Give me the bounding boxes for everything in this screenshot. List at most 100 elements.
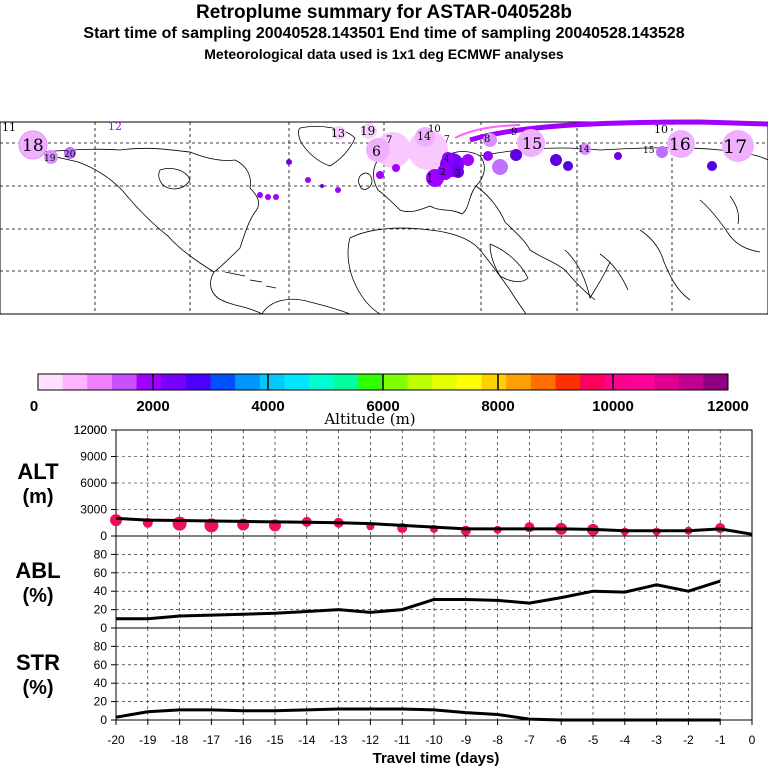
meteorological-data-line: Meteorological data used is 1x1 deg ECMW… bbox=[204, 46, 564, 62]
x-tick-label: 0 bbox=[749, 733, 756, 747]
plume-cluster-18 bbox=[18, 130, 48, 160]
colorbar-swatch bbox=[333, 374, 359, 390]
y-axis-label: STR bbox=[16, 650, 60, 675]
plume-cluster-10f bbox=[265, 194, 271, 200]
x-tick-label: -4 bbox=[619, 733, 630, 747]
colorbar-tick-label: 6000 bbox=[366, 398, 399, 415]
british-isles bbox=[358, 172, 373, 190]
time-series-panels: 03000600090001200012000ALT(m)020406080AB… bbox=[15, 423, 755, 767]
plume-cluster-7c bbox=[392, 164, 400, 172]
x-tick-label: -15 bbox=[266, 733, 284, 747]
y-axis-unit: (%) bbox=[22, 677, 53, 699]
map-label: 11 bbox=[2, 121, 16, 134]
panel-frame bbox=[115, 535, 753, 629]
colorbar-swatch bbox=[87, 374, 113, 390]
map-label: 15 bbox=[522, 134, 542, 153]
x-tick-label: -14 bbox=[298, 733, 316, 747]
colorbar-swatch bbox=[654, 374, 680, 390]
y-tick-label: 0 bbox=[100, 621, 107, 635]
map-label: 14 bbox=[417, 130, 431, 143]
x-tick-label: -16 bbox=[235, 733, 253, 747]
plume-cluster-13 bbox=[332, 126, 346, 140]
colorbar-swatch bbox=[678, 374, 704, 390]
plume-cluster-10c bbox=[707, 161, 717, 171]
map-label: 2 bbox=[440, 168, 446, 178]
y-tick-label: 80 bbox=[94, 547, 108, 561]
plume-cluster-4 bbox=[442, 152, 454, 164]
colorbar-swatch bbox=[506, 374, 532, 390]
map-label: 1 bbox=[426, 171, 434, 185]
map-label: 4 bbox=[444, 155, 450, 165]
y-tick-label: 40 bbox=[94, 584, 108, 598]
map-label: 16 bbox=[669, 135, 691, 155]
colorbar-swatch bbox=[259, 374, 285, 390]
colorbar-swatch bbox=[703, 374, 729, 390]
y-tick-label: 9000 bbox=[80, 450, 107, 464]
plume-cluster-2 bbox=[437, 164, 453, 180]
x-tick-label: -3 bbox=[651, 733, 662, 747]
series-line-str bbox=[115, 707, 721, 722]
plume-cluster-15b bbox=[656, 146, 668, 158]
arabian-peninsula bbox=[489, 243, 529, 282]
plume-cluster-20 bbox=[64, 147, 76, 159]
plume-cluster-6b bbox=[563, 161, 573, 171]
x-tick-label: -20 bbox=[107, 733, 125, 747]
map-label: 17 bbox=[723, 136, 747, 158]
y-tick-label: 0 bbox=[100, 529, 107, 543]
colorbar-swatch bbox=[407, 374, 433, 390]
plume-clusters bbox=[18, 123, 754, 200]
plume-track-upper bbox=[454, 124, 521, 139]
map-label: 13 bbox=[331, 127, 345, 140]
africa-coast bbox=[347, 227, 527, 315]
map-label: 10 bbox=[654, 123, 668, 136]
plume-cluster-10d bbox=[320, 184, 324, 188]
plume-cluster-6 bbox=[366, 138, 390, 162]
colorbar-swatch bbox=[309, 374, 335, 390]
north-america-coast bbox=[39, 147, 263, 315]
x-tick-label: -19 bbox=[139, 733, 157, 747]
map-label: 7 bbox=[444, 135, 450, 145]
y-axis-unit: (m) bbox=[22, 486, 53, 508]
colorbar-tick-label: 2000 bbox=[136, 398, 169, 415]
plume-cluster-17 bbox=[722, 130, 754, 162]
coastlines bbox=[39, 126, 768, 315]
colorbar-swatch bbox=[111, 374, 138, 390]
x-tick-label: -18 bbox=[171, 733, 189, 747]
y-tick-label: 0 bbox=[100, 713, 107, 727]
plume-cluster-14b bbox=[579, 143, 591, 155]
map-label: 7 bbox=[386, 135, 392, 146]
colorbar-tick-label: 12000 bbox=[707, 398, 749, 415]
plume-cluster-15 bbox=[517, 129, 545, 157]
plume-cluster-14 bbox=[415, 127, 435, 147]
plume-cluster-11 bbox=[510, 149, 522, 161]
plume-cluster-10g bbox=[273, 194, 279, 200]
caribbean-islands bbox=[224, 271, 277, 289]
plume-cluster-19b bbox=[361, 123, 377, 139]
plume-cluster-7b bbox=[550, 154, 562, 166]
map-label: 6 bbox=[372, 144, 381, 160]
map-panel: 11 12 18 19 20 13 19 7 6 14 10 7 8 9 15 … bbox=[0, 119, 768, 315]
panel-abl: 0 20 40 60 80 ABL(%) bbox=[15, 535, 753, 635]
x-tick-label: -2 bbox=[683, 733, 694, 747]
colorbar-tick-label: 4000 bbox=[251, 398, 284, 415]
colorbar-swatch bbox=[629, 374, 655, 390]
map-label: 3 bbox=[455, 169, 461, 179]
plume-cluster-9 bbox=[492, 159, 508, 175]
plume-cluster-9b bbox=[286, 159, 292, 165]
x-tick-label: -6 bbox=[556, 733, 567, 747]
x-tick-label: -17 bbox=[203, 733, 221, 747]
x-tick-label: -10 bbox=[425, 733, 443, 747]
map-label: 19 bbox=[360, 124, 375, 138]
colorbar-swatch bbox=[38, 374, 64, 390]
y-tick-label: 80 bbox=[94, 639, 108, 653]
colorbar-axis-label: Altitude (m) bbox=[323, 410, 415, 428]
japan-coast bbox=[729, 195, 739, 225]
colorbar-swatch bbox=[432, 374, 458, 390]
x-tick-label: -5 bbox=[588, 733, 599, 747]
y-tick-label: 20 bbox=[94, 603, 108, 617]
map-label: 15 bbox=[643, 146, 655, 156]
y-axis-label: ABL bbox=[15, 558, 60, 583]
x-tick-label: -11 bbox=[394, 733, 411, 747]
plume-cluster-3 bbox=[452, 166, 464, 178]
colorbar-swatch bbox=[210, 374, 236, 390]
